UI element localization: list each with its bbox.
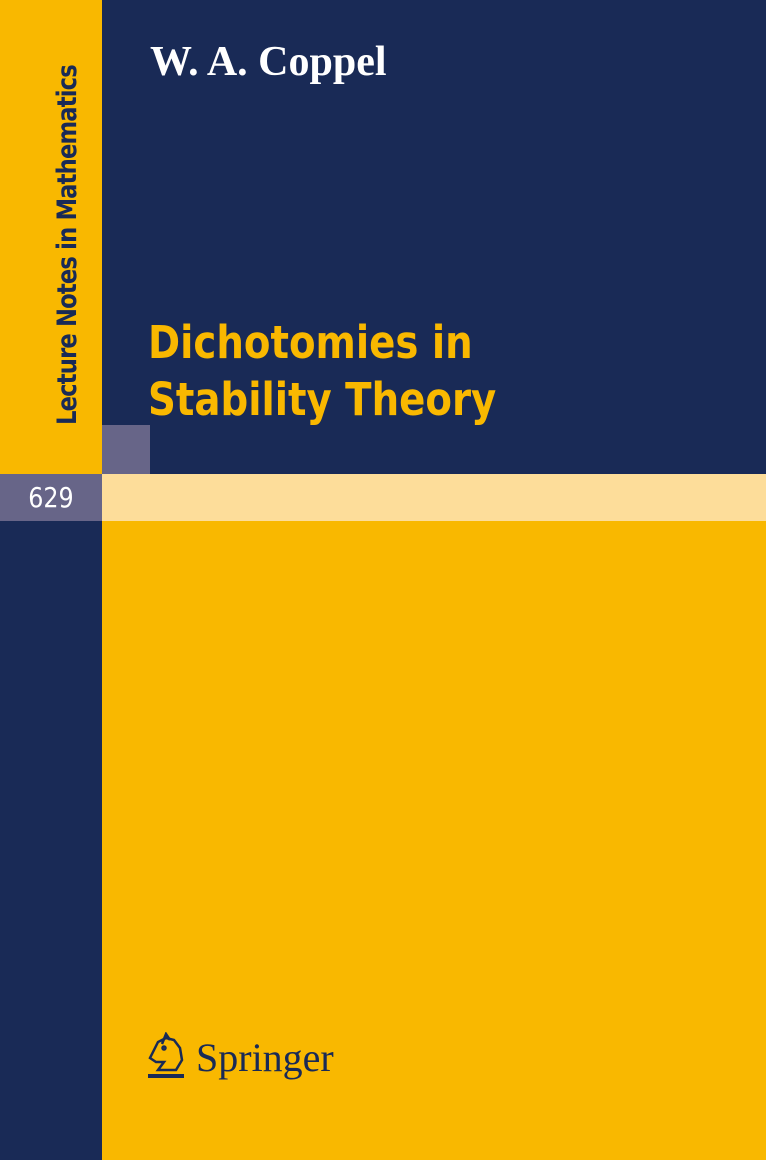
volume-panel — [0, 474, 102, 521]
title-line-2: Stability Theory — [148, 373, 497, 426]
springer-horse-icon — [148, 1032, 184, 1078]
series-name: Lecture Notes in Mathematics — [52, 65, 83, 426]
spine-navy-panel — [0, 521, 102, 1160]
title-panel — [102, 0, 766, 474]
title-line-1: Dichotomies in — [148, 316, 473, 369]
publisher-logo: Springer — [144, 1032, 334, 1082]
book-title: Dichotomies in Stability Theory — [148, 314, 496, 428]
publisher-name: Springer — [196, 1034, 334, 1080]
volume-number: 629 — [28, 481, 74, 514]
author: W. A. Coppel — [150, 39, 387, 85]
light-band — [102, 474, 766, 521]
spine-yellow-panel — [0, 0, 102, 474]
decorative-square — [102, 425, 150, 474]
